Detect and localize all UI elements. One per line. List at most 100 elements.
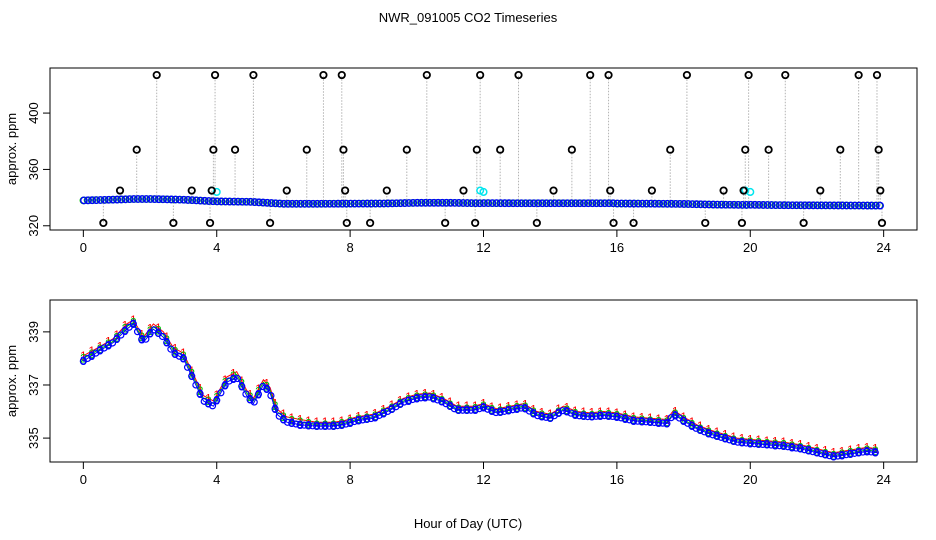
series-3-circle (459, 406, 467, 414)
series-2-marker: 2 (330, 418, 337, 432)
series-3-marker: 3 (572, 408, 579, 422)
series-2-marker: 2 (797, 440, 804, 454)
series-3-marker: 3 (230, 372, 237, 386)
series-3-marker: 3 (672, 408, 679, 422)
series-3-marker: 3 (405, 394, 412, 408)
series-3-circle (717, 433, 725, 441)
series-3-circle (767, 441, 775, 449)
series-3-circle (567, 409, 575, 417)
series-1-marker: 1 (272, 397, 279, 411)
baseline-point-blue (492, 199, 501, 208)
series-3-circle (313, 422, 321, 430)
series-3-marker: 3 (814, 446, 821, 460)
baseline-point-blue (467, 199, 476, 208)
baseline-point-blue (246, 197, 255, 206)
baseline-point-blue (513, 199, 522, 208)
baseline-point-blue (709, 200, 718, 209)
series-3-marker: 3 (263, 382, 270, 396)
series-3-circle (129, 320, 137, 328)
series-1-marker: 1 (163, 330, 170, 344)
series-3-circle (809, 448, 817, 456)
series-3-marker: 3 (589, 410, 596, 424)
baseline-point-blue (496, 199, 505, 208)
series-2-marker: 2 (497, 404, 504, 418)
outlier-point (99, 218, 108, 228)
series-1-marker: 1 (313, 415, 320, 429)
series-1-marker: 1 (789, 436, 796, 450)
baseline-point-blue (571, 199, 580, 208)
baseline-point-blue (305, 199, 313, 208)
series-2-marker: 2 (605, 408, 612, 422)
baseline-point-blue (184, 196, 193, 204)
baseline-point-blue (534, 199, 543, 208)
outlier-point (265, 218, 275, 228)
series-3-marker: 3 (397, 397, 404, 411)
series-2-marker: 2 (814, 444, 821, 458)
series-1-marker: 1 (305, 414, 312, 428)
baseline-point-blue (855, 201, 864, 210)
baseline-point-blue (384, 199, 393, 208)
series-1-marker: 1 (255, 382, 262, 396)
series-3-circle (267, 392, 275, 400)
baseline-point-blue (605, 199, 614, 208)
series-3-circle (338, 421, 346, 429)
baseline-point-blue (713, 200, 722, 209)
series-2-marker: 2 (472, 401, 479, 415)
baseline-point-blue (80, 196, 88, 205)
series-2-marker: 2 (488, 403, 495, 417)
baseline-point-blue (146, 195, 155, 203)
outlier-point (471, 218, 480, 228)
baseline-point-blue (117, 195, 126, 204)
outlier-point (666, 145, 675, 154)
series-3-marker: 3 (280, 413, 287, 427)
series-1-marker: 1 (805, 440, 812, 454)
series-3-circle (183, 363, 192, 371)
baseline-point-blue (142, 195, 151, 203)
baseline-point-blue (230, 197, 238, 206)
outlier-point (249, 70, 258, 80)
bottom-y-tick-label: 337 (26, 374, 41, 396)
outlier-point (422, 70, 431, 80)
top-series (79, 70, 887, 228)
series-3-circle (584, 413, 592, 421)
series-3-circle (634, 417, 642, 425)
series-1-marker: 1 (480, 397, 487, 411)
outlier-point (476, 70, 485, 80)
outlier-point (302, 145, 311, 154)
series-3-circle (421, 393, 429, 402)
baseline-point-blue (596, 199, 605, 208)
series-2-marker: 2 (580, 408, 587, 422)
outlier-point (342, 218, 351, 228)
series-1-marker: 1 (88, 344, 95, 358)
baseline-point-blue (221, 197, 230, 206)
series-1-marker: 1 (497, 401, 504, 415)
series-3-circle (375, 411, 383, 419)
series-1-marker: 1 (247, 387, 254, 401)
series-3-marker: 3 (197, 387, 204, 401)
series-3-circle (417, 394, 425, 402)
baseline-point-blue (317, 199, 326, 208)
baseline-point-blue (863, 201, 872, 210)
series-1-marker: 1 (280, 407, 287, 421)
series-3-marker: 3 (614, 410, 621, 424)
series-1-marker: 1 (822, 444, 829, 458)
series-3-marker: 3 (480, 401, 487, 415)
baseline-point-blue (817, 201, 826, 210)
series-3-circle (188, 372, 196, 380)
series-3-circle (834, 452, 842, 460)
series-3-circle (146, 330, 154, 338)
baseline-point-blue (292, 199, 301, 208)
outlier-point (472, 145, 481, 154)
series-1-line (83, 319, 878, 454)
top-y-tick-label: 320 (26, 215, 41, 237)
baseline-point-blue (309, 199, 318, 208)
series-2-marker: 2 (864, 443, 871, 457)
series-3-circle (484, 405, 492, 413)
baseline-point-blue (355, 199, 363, 208)
baseline-point-blue (100, 195, 109, 204)
series-3-circle (321, 422, 329, 430)
baseline-point-blue (263, 198, 272, 207)
series-3-circle (113, 335, 121, 343)
top-y-tick-label: 360 (26, 159, 41, 181)
